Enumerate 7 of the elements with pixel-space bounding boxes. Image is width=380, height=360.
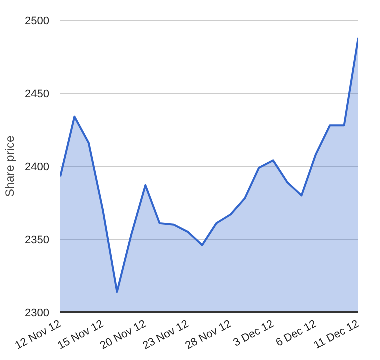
- y-tick-label: 2400: [25, 162, 50, 174]
- y-tick-label: 2450: [25, 88, 50, 100]
- y-tick-label: 2300: [25, 308, 50, 320]
- x-tick-label: 3 Dec 12: [232, 318, 276, 350]
- y-tick-label: 2350: [25, 234, 50, 246]
- y-axis-title: Share price: [3, 135, 18, 198]
- y-tick-label: 2500: [25, 16, 50, 28]
